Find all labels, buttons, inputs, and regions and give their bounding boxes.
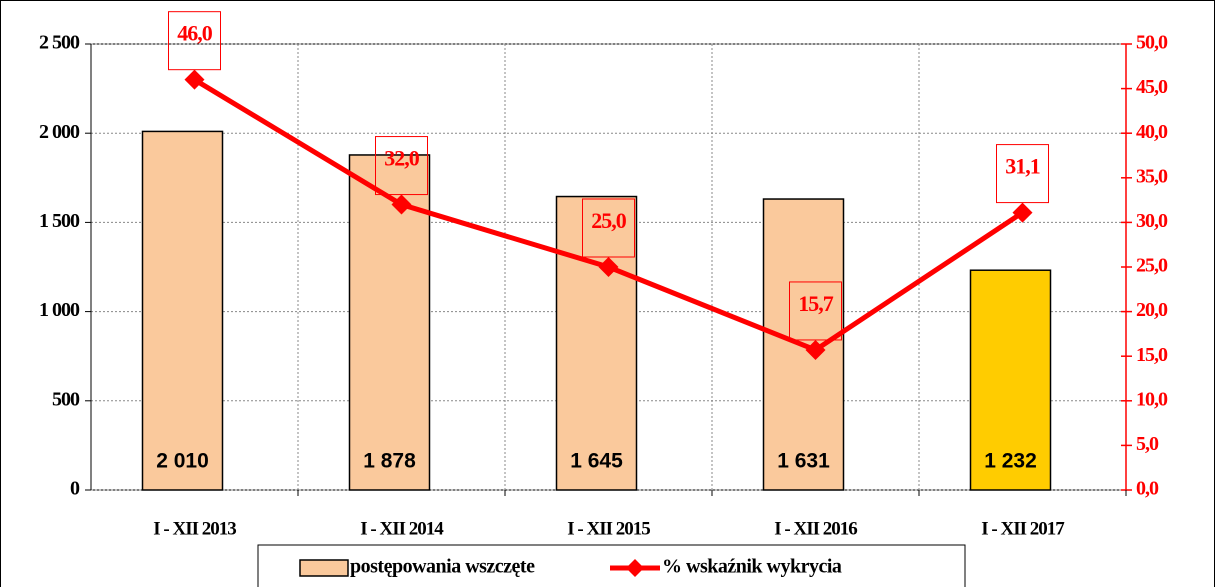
legend-label: % wskaźnik wykrycia — [662, 556, 842, 578]
y2-tick-label: 0,0 — [1136, 478, 1159, 500]
x-tick-label: I - XII 2014 — [360, 518, 444, 539]
bar — [141, 130, 224, 491]
y2-tick-label: 25,0 — [1136, 255, 1168, 277]
bar — [555, 195, 638, 491]
value-label-box — [168, 11, 221, 71]
line-marker — [805, 339, 826, 360]
x-tick-label: I - XII 2017 — [981, 518, 1065, 539]
x-tick-label: I - XII 2016 — [774, 518, 857, 539]
line-marker — [184, 69, 205, 90]
bar-value-label: 1 878 — [363, 450, 416, 473]
legend-swatch — [299, 559, 349, 577]
bar-value-label: 1 232 — [984, 450, 1037, 473]
y-tick-label: 500 — [52, 388, 80, 410]
bar-value-label: 1 645 — [570, 450, 623, 473]
value-label-box — [375, 136, 428, 196]
bar — [348, 154, 431, 491]
x-tick-label: I - XII 2013 — [153, 518, 236, 539]
line-marker — [598, 257, 619, 277]
y2-tick-label: 30,0 — [1136, 210, 1168, 232]
line-value-label: 46,0 — [177, 21, 213, 46]
value-label-box — [996, 144, 1049, 204]
y-tick-label: 1 000 — [39, 299, 80, 321]
y-tick-label: 0 — [70, 478, 80, 500]
value-label-box — [582, 198, 635, 258]
bar-value-label: 2 010 — [156, 450, 209, 473]
bar — [969, 269, 1052, 491]
line-marker — [391, 194, 412, 215]
value-label-box — [789, 281, 842, 341]
bar — [762, 198, 845, 491]
bar-value-label: 1 631 — [777, 450, 830, 473]
legend-label: postępowania wszczęte — [350, 556, 535, 578]
x-tick-label: I - XII 2015 — [567, 518, 650, 539]
legend-marker — [626, 559, 644, 577]
y2-tick-label: 20,0 — [1136, 299, 1168, 321]
line-value-label: 31,1 — [1005, 154, 1040, 179]
y-tick-label: 2 500 — [39, 32, 80, 54]
y2-tick-label: 15,0 — [1136, 344, 1168, 366]
y-tick-label: 1 500 — [39, 210, 80, 232]
line-value-label: 15,7 — [798, 291, 834, 316]
y2-tick-label: 45,0 — [1136, 76, 1168, 98]
line-value-label: 32,0 — [384, 146, 420, 171]
y2-tick-label: 40,0 — [1136, 121, 1168, 143]
line-marker — [1012, 202, 1033, 223]
y-tick-label: 2 000 — [39, 121, 80, 143]
line-value-label: 25,0 — [591, 208, 627, 233]
y2-tick-label: 10,0 — [1136, 388, 1168, 410]
y2-tick-label: 35,0 — [1136, 165, 1168, 187]
y2-tick-label: 50,0 — [1136, 32, 1168, 54]
y2-tick-label: 5,0 — [1136, 433, 1159, 455]
